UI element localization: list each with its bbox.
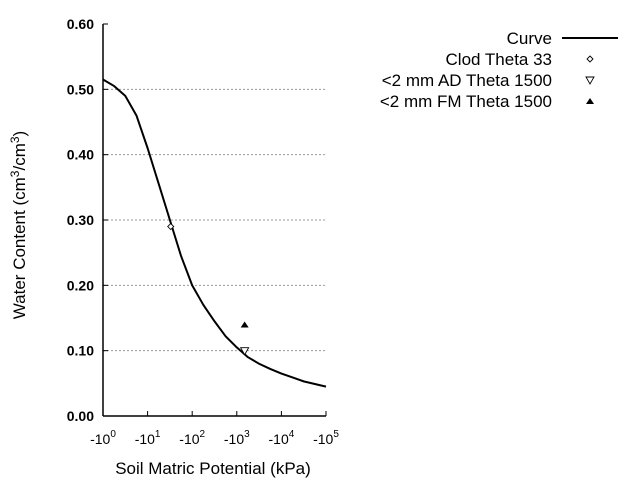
- legend-label: Curve: [507, 29, 552, 48]
- data-point: [239, 347, 250, 356]
- y-tick-labels: 0.00 0.10 0.20 0.30 0.40 0.50 0.60: [67, 16, 94, 424]
- data-point: [167, 222, 175, 231]
- curve-line: [102, 78, 327, 388]
- legend-label: Clod Theta 33: [446, 50, 552, 69]
- y-axis-label: Water Content (cm3/cm3): [8, 131, 29, 319]
- x-axis-label: Soil Matric Potential (kPa): [115, 459, 311, 478]
- y-tick-label: 0.20: [67, 277, 94, 293]
- axes: [102, 23, 327, 417]
- y-tick-label: 0.10: [67, 343, 94, 359]
- grid-lines: [103, 88, 326, 352]
- y-tick-label: 0.30: [67, 212, 94, 228]
- y-tick-label: 0.00: [67, 408, 94, 424]
- legend-label: <2 mm FM Theta 1500: [380, 92, 552, 111]
- legend-marker: [586, 98, 594, 104]
- y-tick-label: 0.60: [67, 16, 94, 32]
- x-tick-label: -100: [90, 429, 116, 447]
- x-tick-label: -101: [135, 429, 161, 447]
- x-tick-label: -104: [269, 429, 295, 447]
- x-tick-label: -103: [224, 429, 250, 447]
- y-tick-label: 0.40: [67, 147, 94, 163]
- data-point: [240, 321, 249, 328]
- legend-marker: [586, 55, 594, 63]
- x-tick-label: -102: [179, 429, 205, 447]
- legend-marker: [585, 76, 595, 85]
- x-tick-label: -105: [313, 429, 339, 447]
- legend-label: <2 mm AD Theta 1500: [382, 71, 552, 90]
- y-tick-label: 0.50: [67, 81, 94, 97]
- series: [102, 78, 327, 388]
- x-tick-labels: -100 -101 -102 -103 -104 -105: [90, 429, 339, 447]
- legend: Curve Clod Theta 33 <2 mm AD Theta 1500 <2 …: [380, 29, 618, 111]
